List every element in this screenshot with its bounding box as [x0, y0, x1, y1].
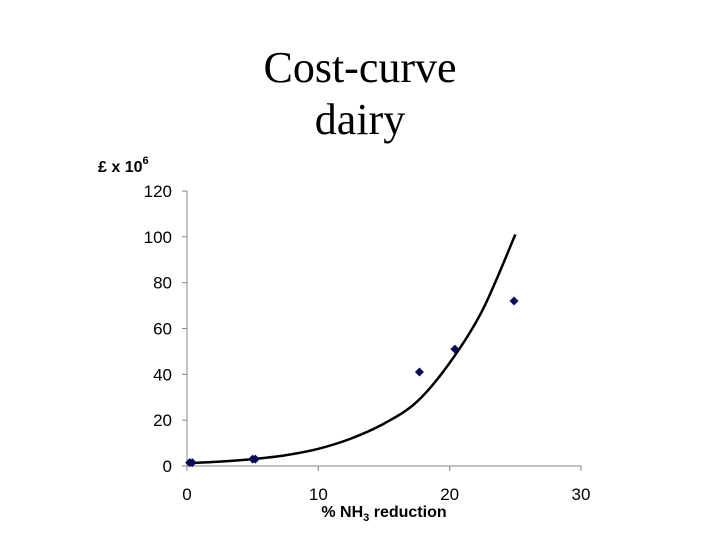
slide-title-line2: dairy [314, 95, 406, 144]
y-tick-label: 80 [153, 274, 172, 293]
cost-trend-curve [186, 234, 517, 465]
y-axis-label-base: £ x 10 [98, 159, 143, 176]
data-point [250, 454, 260, 464]
y-axis-label: £ x 106 [98, 155, 149, 176]
x-axis-label: % NH3 reduction [321, 504, 446, 524]
x-tick-label: 10 [309, 485, 328, 504]
data-point [414, 367, 424, 377]
slide-title-line1: Cost-curve [263, 43, 457, 92]
x-axis-label-subscript: 3 [363, 512, 369, 524]
y-tick-label: 100 [144, 228, 172, 247]
y-tick-label: 20 [153, 411, 172, 430]
y-axis-label-exponent: 6 [142, 155, 148, 167]
data-point [509, 296, 519, 306]
y-tick-label: 120 [144, 182, 172, 201]
x-axis-label-post: reduction [369, 504, 446, 521]
x-tick-label: 30 [572, 485, 591, 504]
y-tick-label: 60 [153, 320, 172, 339]
x-axis-label-pre: % NH [321, 504, 363, 521]
x-tick-label: 20 [440, 485, 459, 504]
data-point [187, 458, 197, 468]
y-tick-label: 40 [153, 365, 172, 384]
slide-title: Cost-curve dairy [0, 42, 720, 146]
data-point [450, 344, 460, 354]
x-tick-label: 0 [182, 485, 191, 504]
y-tick-label: 0 [163, 457, 172, 476]
